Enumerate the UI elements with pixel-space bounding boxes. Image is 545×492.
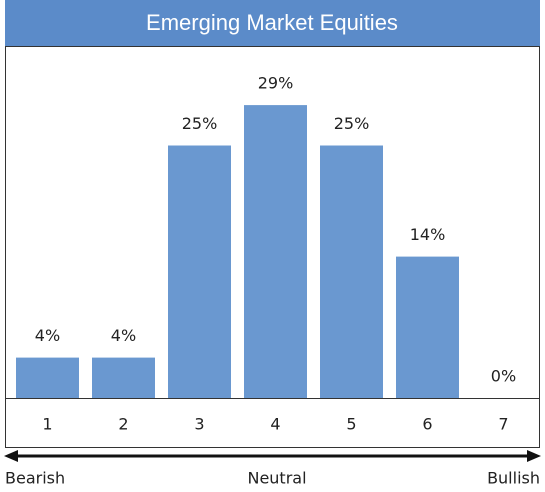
arrow-head-left bbox=[4, 450, 18, 462]
bar bbox=[92, 357, 155, 398]
x-tick-label: 3 bbox=[194, 415, 204, 434]
data-label: 4% bbox=[111, 326, 136, 345]
annotation: Bullish bbox=[487, 469, 540, 488]
x-tick-label: 6 bbox=[422, 415, 432, 434]
bar bbox=[396, 256, 459, 398]
x-tick-label: 4 bbox=[270, 415, 280, 434]
data-label: 0% bbox=[491, 367, 516, 386]
bar bbox=[244, 105, 307, 398]
x-tick-label: 2 bbox=[118, 415, 128, 434]
data-label: 25% bbox=[334, 114, 370, 133]
data-label: 14% bbox=[410, 225, 446, 244]
data-label: 25% bbox=[182, 114, 218, 133]
x-tick-label: 5 bbox=[346, 415, 356, 434]
chart-title: Emerging Market Equities bbox=[146, 10, 398, 35]
title-bar bbox=[5, 0, 540, 46]
x-tick-label: 7 bbox=[498, 415, 508, 434]
x-tick-label: 1 bbox=[42, 415, 52, 434]
data-label: 4% bbox=[35, 326, 60, 345]
bar bbox=[16, 357, 79, 398]
chart-frame bbox=[5, 46, 540, 448]
annotation: Neutral bbox=[247, 469, 306, 488]
annotation: Bearish bbox=[5, 469, 65, 488]
data-label: 29% bbox=[258, 74, 294, 93]
bar bbox=[320, 145, 383, 398]
arrow-head-right bbox=[527, 450, 541, 462]
bar bbox=[168, 145, 231, 398]
